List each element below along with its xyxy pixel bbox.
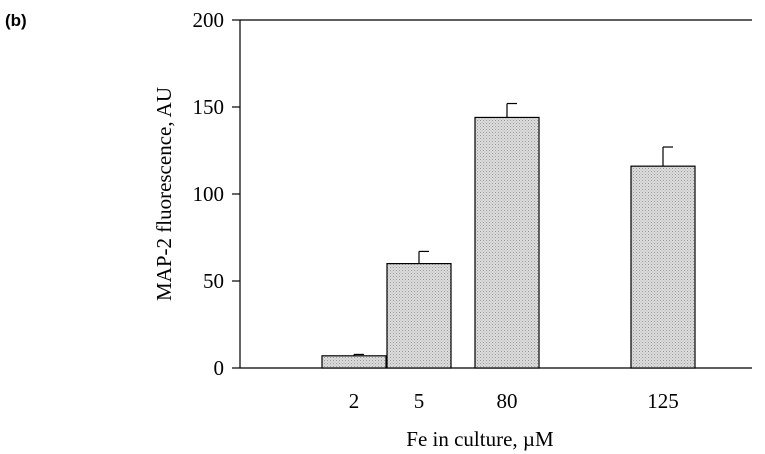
plot-area: 0 50 100 150 200 2 5 80 125 — [193, 8, 752, 413]
x-tick-label: 5 — [414, 389, 425, 413]
y-tick-label: 150 — [193, 95, 225, 119]
y-tick-label: 50 — [203, 269, 224, 293]
bar-125 — [630, 165, 696, 369]
bar-80 — [474, 116, 540, 369]
y-tick-label: 0 — [214, 356, 225, 380]
x-tick-label: 125 — [647, 389, 679, 413]
y-tick-label: 200 — [193, 8, 225, 32]
panel-label: (b) — [5, 11, 27, 30]
x-tick-label: 80 — [497, 389, 518, 413]
x-axis-title: Fe in culture, µM — [406, 427, 554, 451]
x-tick-label: 2 — [349, 389, 360, 413]
bar-2 — [321, 355, 387, 369]
y-tick-label: 100 — [193, 182, 225, 206]
bar-5 — [386, 263, 452, 369]
y-axis-title: MAP-2 fluorescence, AU — [152, 87, 176, 301]
